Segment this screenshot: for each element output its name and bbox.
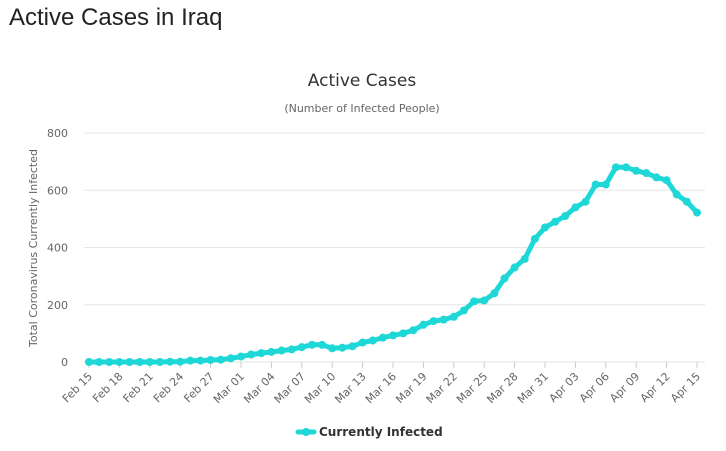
data-point[interactable] <box>429 317 438 326</box>
data-point[interactable] <box>459 306 468 315</box>
data-point[interactable] <box>135 358 144 366</box>
legend-marker-icon <box>302 428 310 436</box>
legend-label: Currently Infected <box>319 425 443 439</box>
data-point[interactable] <box>257 349 266 358</box>
x-tick-label: Mar 01 <box>211 370 247 406</box>
x-tick-label: Mar 13 <box>332 370 368 406</box>
x-tick-label: Mar 04 <box>241 370 277 406</box>
data-point[interactable] <box>196 356 205 365</box>
page-title: Active Cases in Iraq <box>9 4 223 31</box>
data-point[interactable] <box>186 356 195 365</box>
data-point[interactable] <box>277 346 286 355</box>
data-point[interactable] <box>622 163 631 172</box>
data-point[interactable] <box>206 355 215 364</box>
x-tick-label: Feb 18 <box>90 370 125 405</box>
data-point[interactable] <box>662 176 671 185</box>
data-point[interactable] <box>652 173 661 182</box>
x-tick-label: Apr 12 <box>638 370 673 405</box>
y-tick-label: 400 <box>47 242 68 255</box>
data-point[interactable] <box>693 208 701 217</box>
data-point[interactable] <box>632 166 641 175</box>
x-tick-label: Mar 31 <box>515 370 551 406</box>
data-point[interactable] <box>682 197 691 206</box>
data-point[interactable] <box>530 234 539 243</box>
data-point[interactable] <box>216 355 225 364</box>
x-tick-label: Apr 09 <box>607 370 642 405</box>
data-point[interactable] <box>449 312 458 321</box>
x-tick-label: Feb 21 <box>121 370 156 405</box>
x-tick-label: Apr 06 <box>577 370 612 405</box>
x-tick-label: Mar 10 <box>302 370 338 406</box>
data-point[interactable] <box>378 333 387 342</box>
y-axis-ticks: 0 200 400 600 800 <box>47 127 68 369</box>
data-point[interactable] <box>419 320 428 329</box>
data-point[interactable] <box>348 342 357 351</box>
data-point[interactable] <box>145 358 154 366</box>
x-tick-label: Apr 15 <box>668 370 703 405</box>
data-point[interactable] <box>267 347 276 356</box>
data-point[interactable] <box>368 336 377 345</box>
data-point[interactable] <box>480 296 489 305</box>
series-currently-infected <box>85 163 701 366</box>
x-tick-label: Mar 22 <box>424 370 460 406</box>
data-point[interactable] <box>226 354 235 363</box>
data-point[interactable] <box>591 180 600 189</box>
x-tick-label: Feb 24 <box>151 370 186 405</box>
data-point[interactable] <box>672 190 681 199</box>
chart-subtitle: (Number of Infected People) <box>284 102 439 115</box>
data-point[interactable] <box>470 297 479 306</box>
data-point[interactable] <box>642 169 651 178</box>
data-point[interactable] <box>125 358 134 366</box>
data-point[interactable] <box>601 180 610 189</box>
data-point[interactable] <box>581 197 590 206</box>
data-point[interactable] <box>318 340 327 349</box>
y-axis-label: Total Coronavirus Currently Infected <box>27 149 40 348</box>
x-tick-label: Feb 27 <box>181 370 216 405</box>
data-point[interactable] <box>287 345 296 354</box>
x-tick-label: Mar 19 <box>393 370 429 406</box>
data-point[interactable] <box>490 289 499 298</box>
data-point[interactable] <box>166 357 175 366</box>
y-tick-label: 200 <box>47 299 68 312</box>
data-point[interactable] <box>155 358 164 366</box>
data-point[interactable] <box>328 344 337 353</box>
data-point[interactable] <box>247 350 256 359</box>
x-tick-label: Apr 03 <box>546 370 581 405</box>
y-tick-label: 600 <box>47 184 68 197</box>
data-point[interactable] <box>510 263 519 272</box>
y-tick-label: 800 <box>47 127 68 140</box>
chart-title: Active Cases <box>308 71 417 91</box>
data-point[interactable] <box>389 331 397 340</box>
data-point[interactable] <box>237 352 245 361</box>
data-point[interactable] <box>439 315 448 324</box>
legend-item-currently-infected[interactable]: Currently Infected <box>295 425 443 439</box>
data-point[interactable] <box>520 254 529 263</box>
x-tick-label: Mar 07 <box>272 370 308 406</box>
data-point[interactable] <box>85 358 93 366</box>
data-point[interactable] <box>115 358 124 366</box>
data-point[interactable] <box>399 329 408 338</box>
data-point[interactable] <box>541 223 549 232</box>
grid-lines <box>84 132 705 363</box>
data-point[interactable] <box>105 358 114 366</box>
x-tick-label: Mar 16 <box>363 370 399 406</box>
data-point[interactable] <box>571 203 580 212</box>
x-tick-label: Mar 25 <box>454 370 490 406</box>
data-point[interactable] <box>500 274 509 283</box>
data-point[interactable] <box>409 326 418 335</box>
data-point[interactable] <box>611 163 620 172</box>
data-point[interactable] <box>176 357 185 366</box>
data-point[interactable] <box>358 338 367 347</box>
data-point[interactable] <box>338 343 347 352</box>
x-tick-label: Feb 15 <box>60 370 95 405</box>
x-tick-label: Mar 28 <box>484 370 520 406</box>
data-point[interactable] <box>297 343 306 352</box>
data-point[interactable] <box>95 358 104 366</box>
data-point[interactable] <box>561 212 570 221</box>
y-tick-label: 0 <box>61 356 68 369</box>
data-point[interactable] <box>551 217 560 226</box>
data-point[interactable] <box>307 340 316 349</box>
